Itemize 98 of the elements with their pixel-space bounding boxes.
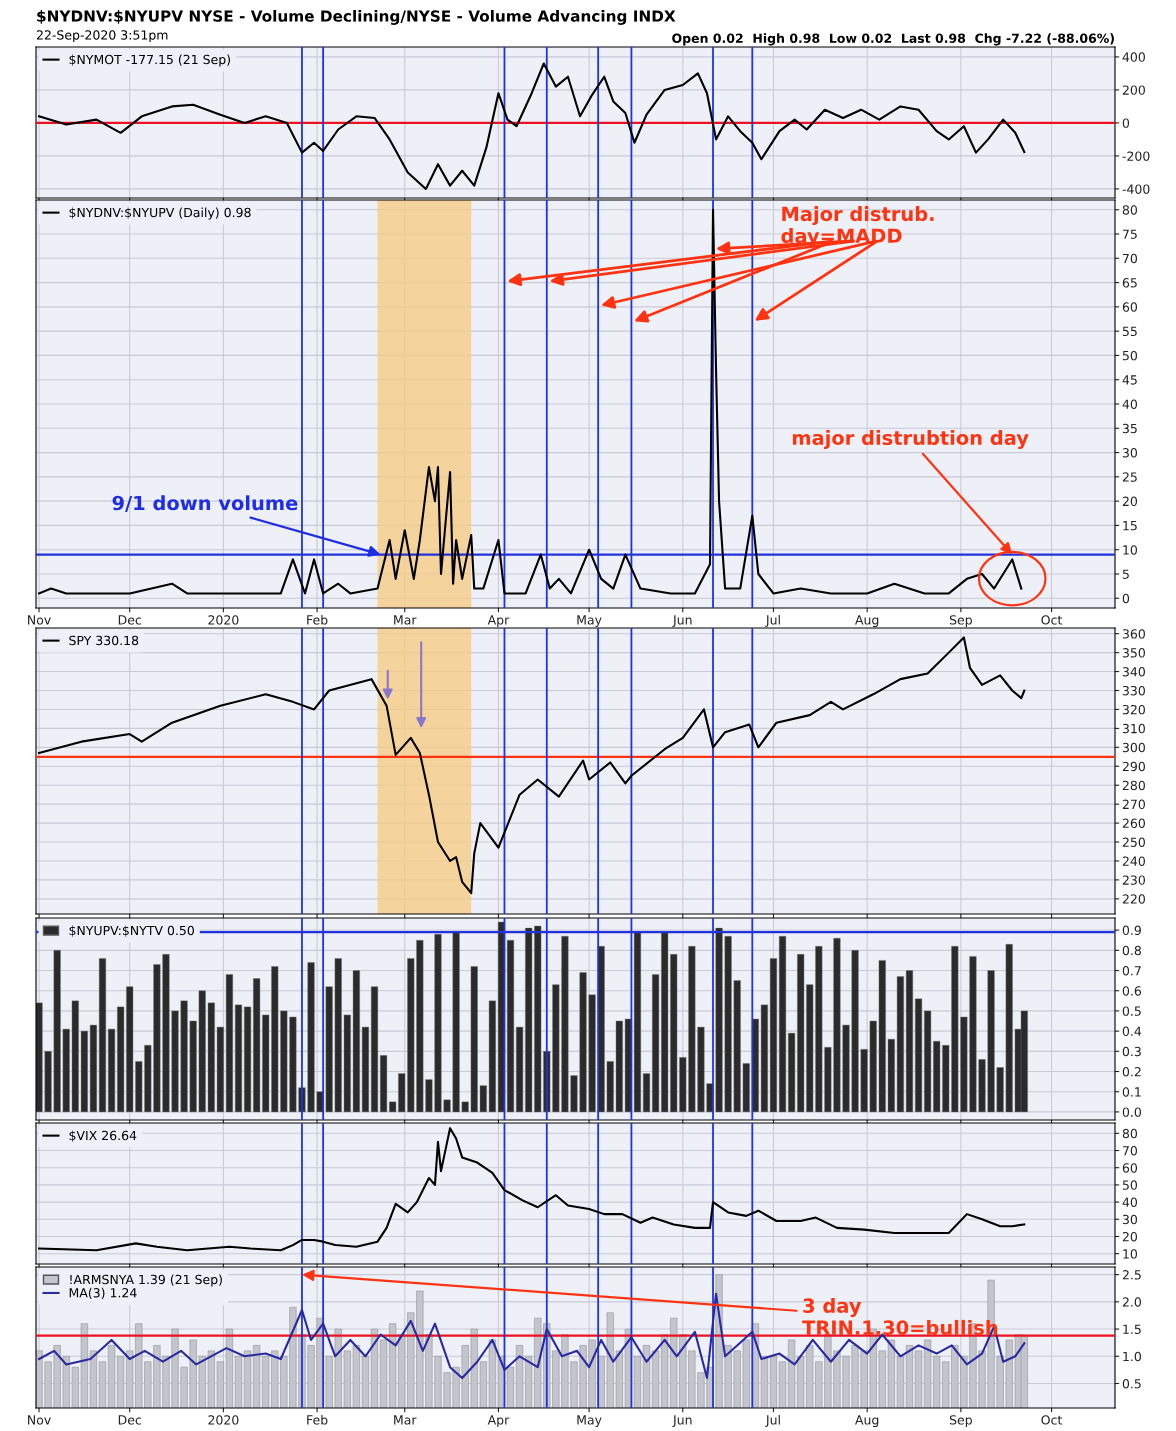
legend-label: MA(3) 1.24 xyxy=(69,1287,137,1299)
y-tick-label: 75 xyxy=(1122,229,1137,239)
x-tick-label: Sep xyxy=(949,1415,972,1428)
x-tick-label: Dec xyxy=(118,615,142,625)
y-tick-label: 45 xyxy=(1122,375,1137,385)
y-tick-label: 250 xyxy=(1122,837,1145,847)
x-tick-label: Oct xyxy=(1041,1415,1063,1425)
x-tick-label: Aug xyxy=(855,1415,879,1428)
y-tick-label: 0.0 xyxy=(1122,1107,1141,1117)
y-tick-label: 50 xyxy=(1122,350,1138,361)
y-tick-label: 0.6 xyxy=(1122,986,1142,996)
y-tick-label: 0.5 xyxy=(1122,1006,1141,1016)
y-tick-label: 280 xyxy=(1122,780,1145,791)
y-tick-label: 1.5 xyxy=(1123,1324,1141,1334)
y-tick-label: 0.8 xyxy=(1122,945,1141,956)
y-tick-label: 20 xyxy=(1122,1231,1138,1242)
annotation: 3 day TRIN.1.30=bullish xyxy=(802,1297,998,1335)
y-tick-label: 0.1 xyxy=(1122,1087,1141,1097)
x-tick-label: Mar xyxy=(394,1415,417,1425)
y-tick-label: 220 xyxy=(1122,894,1145,904)
y-tick-label: 20 xyxy=(1122,496,1138,507)
y-tick-label: 0.3 xyxy=(1122,1046,1141,1057)
y-tick-label: 10 xyxy=(1123,545,1138,555)
annotation: Major distrub. day=MADD xyxy=(781,206,934,248)
x-tick-label: Dec xyxy=(118,1415,142,1425)
y-tick-label: 310 xyxy=(1122,723,1145,734)
x-tick-label: Apr xyxy=(487,615,510,628)
x-tick-label: 2020 xyxy=(208,1415,239,1425)
y-tick-label: 0.9 xyxy=(1122,925,1141,936)
y-tick-label: 60 xyxy=(1122,1163,1138,1173)
y-tick-label: 260 xyxy=(1122,818,1145,829)
y-tick-label: 230 xyxy=(1122,875,1145,885)
legend-label: SPY 330.18 xyxy=(69,635,139,646)
y-tick-label: 80 xyxy=(1122,205,1138,215)
y-tick-label: 40 xyxy=(1122,399,1138,409)
x-tick-label: Nov xyxy=(28,1415,51,1425)
y-tick-label: 30 xyxy=(1122,1214,1138,1225)
y-tick-label: 350 xyxy=(1122,648,1145,658)
y-tick-label: 35 xyxy=(1122,423,1137,434)
x-tick-label: Feb xyxy=(307,1414,328,1425)
legend-label: $NYMOT -177.15 (21 Sep) xyxy=(69,54,231,67)
x-tick-label: Jun xyxy=(672,1415,692,1427)
y-tick-label: -200 xyxy=(1122,151,1150,161)
y-tick-label: 1.0 xyxy=(1123,1351,1141,1362)
y-tick-label: 50 xyxy=(1122,1180,1138,1190)
y-tick-label: 400 xyxy=(1122,52,1145,62)
y-tick-label: 0.2 xyxy=(1122,1066,1141,1077)
y-tick-label: 270 xyxy=(1122,799,1145,810)
y-tick-label: 0 xyxy=(1122,118,1130,128)
legend-label: $NYDNV:$NYUPV (Daily) 0.98 xyxy=(69,207,251,220)
y-tick-label: 60 xyxy=(1122,302,1138,312)
y-tick-label: 0.7 xyxy=(1122,965,1141,976)
annotation: major distrubtion day xyxy=(792,430,1029,449)
y-tick-label: 0.5 xyxy=(1122,1378,1141,1389)
y-tick-label: 200 xyxy=(1122,85,1145,95)
y-tick-label: 65 xyxy=(1122,278,1137,288)
y-tick-label: 70 xyxy=(1122,253,1138,264)
y-tick-label: 300 xyxy=(1122,742,1145,753)
y-tick-label: 15 xyxy=(1123,521,1137,531)
y-tick-label: 320 xyxy=(1122,704,1145,715)
annotation: 9/1 down volume xyxy=(112,495,298,512)
y-tick-label: 80 xyxy=(1122,1128,1138,1139)
y-tick-label: 2.0 xyxy=(1122,1297,1141,1307)
y-tick-label: 2.5 xyxy=(1122,1270,1141,1280)
x-tick-label: Aug xyxy=(855,615,879,628)
legend-label: $NYUPV:$NYTV 0.50 xyxy=(69,925,194,937)
x-tick-label: May xyxy=(577,1415,602,1428)
y-tick-label: 30 xyxy=(1122,448,1138,458)
y-tick-label: 0.4 xyxy=(1122,1026,1142,1037)
x-tick-label: Mar xyxy=(394,615,417,625)
y-tick-label: 360 xyxy=(1122,629,1145,639)
x-tick-label: 2020 xyxy=(208,615,239,625)
y-tick-label: 25 xyxy=(1122,472,1137,482)
x-tick-label: May xyxy=(577,615,602,628)
y-tick-label: -400 xyxy=(1122,184,1150,194)
chart-subtitle: 22-Sep-2020 3:51pm xyxy=(36,30,168,43)
y-tick-label: 40 xyxy=(1122,1197,1138,1208)
legend-label: $VIX 26.64 xyxy=(69,1130,137,1142)
y-tick-label: 10 xyxy=(1123,1249,1138,1259)
x-tick-label: Jul xyxy=(765,614,780,627)
x-tick-label: Apr xyxy=(487,1415,510,1428)
x-tick-label: Oct xyxy=(1041,615,1063,625)
y-tick-label: 5 xyxy=(1122,569,1129,579)
y-tick-label: 55 xyxy=(1122,326,1137,337)
y-tick-label: 0 xyxy=(1122,593,1130,604)
legend-label: !ARMSNYA 1.39 (21 Sep) xyxy=(70,1274,222,1287)
x-tick-label: Jul xyxy=(765,1414,780,1427)
y-tick-label: 290 xyxy=(1122,761,1145,772)
x-tick-label: Jun xyxy=(672,615,692,627)
x-tick-label: Nov xyxy=(28,615,51,625)
text: Open 0.02 High 0.98 Low 0.02 Last 0.98 Chg -7.22 (-88.06%) xyxy=(672,33,1114,46)
y-tick-label: 70 xyxy=(1122,1145,1138,1156)
y-tick-label: 240 xyxy=(1122,856,1145,866)
y-tick-label: 340 xyxy=(1122,667,1145,677)
y-tick-label: 330 xyxy=(1122,685,1145,696)
x-tick-label: Sep xyxy=(949,615,972,628)
chart-title: $NYDNV:$NYUPV NYSE - Volume Declining/NYSE - Volume Advancing INDX xyxy=(37,10,676,25)
x-tick-label: Feb xyxy=(307,614,328,625)
